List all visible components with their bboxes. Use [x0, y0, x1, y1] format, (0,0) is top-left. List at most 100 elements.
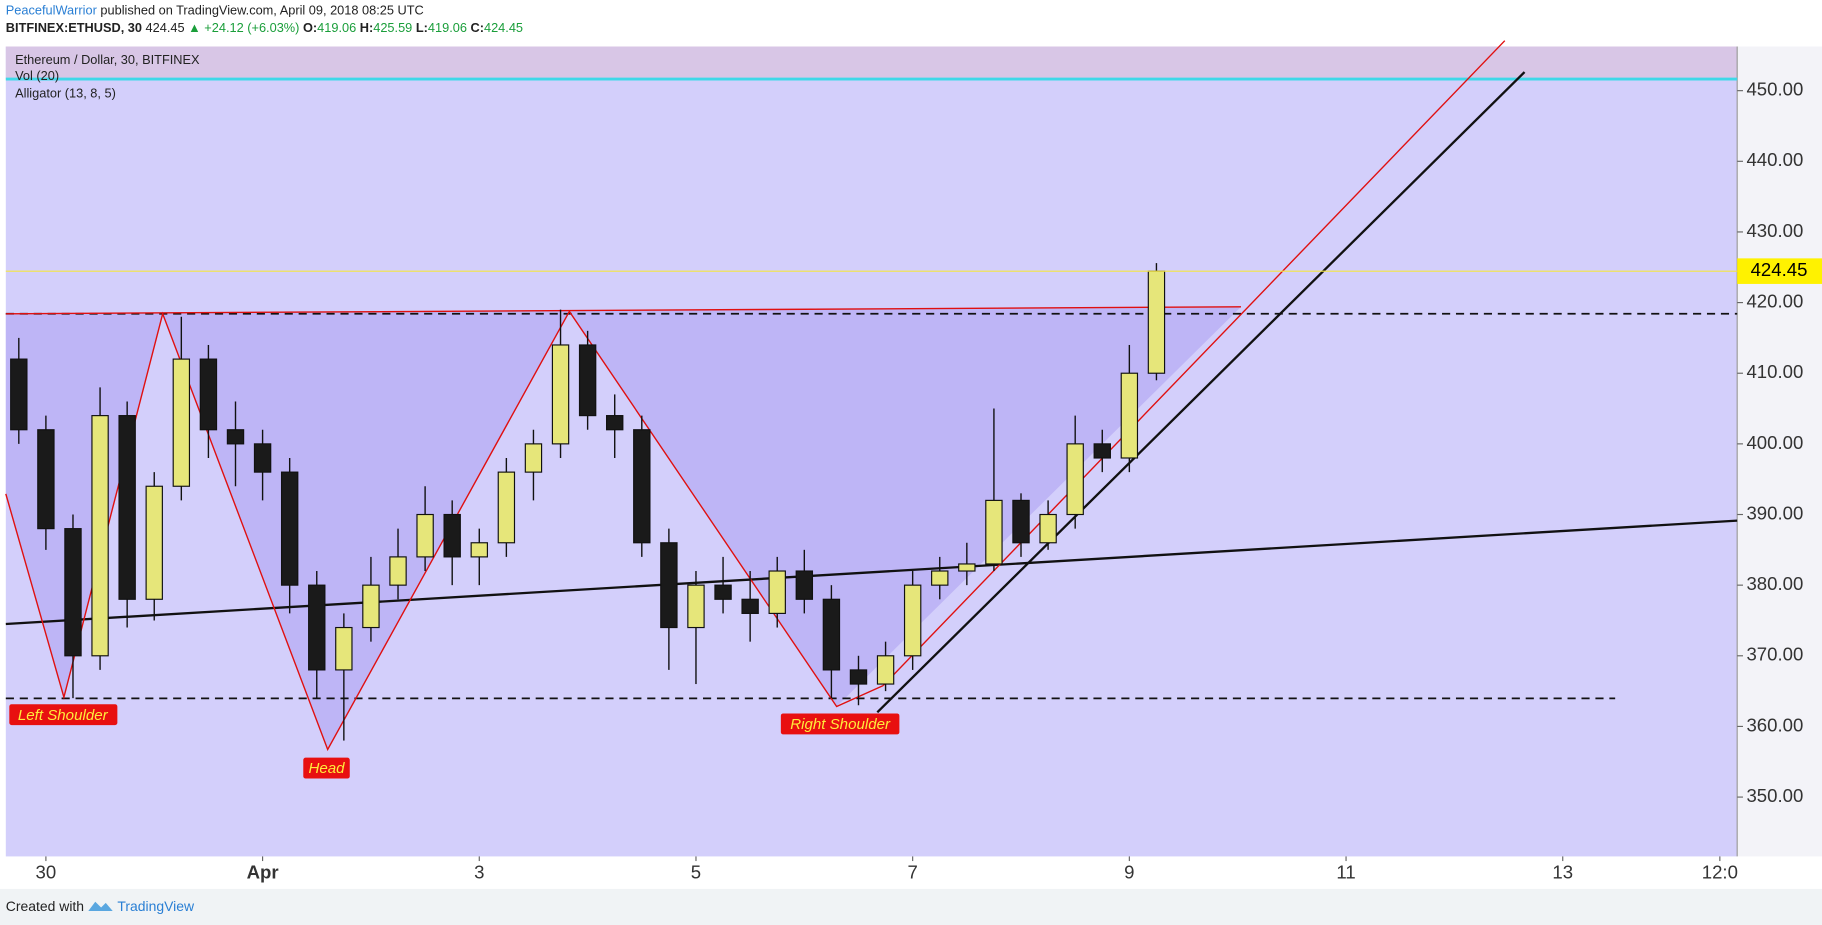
- candle-body: [308, 584, 326, 671]
- y-tick-label: 410.00: [1746, 361, 1803, 382]
- x-tick-label: 30: [36, 862, 57, 883]
- red-trend: [882, 40, 1506, 687]
- candle-body: [958, 563, 976, 572]
- y-tick-label: 380.00: [1746, 573, 1803, 594]
- y-tick-label: 350.00: [1746, 785, 1803, 806]
- candle-body: [931, 570, 949, 586]
- candle-body: [1093, 443, 1111, 459]
- candle-body: [741, 598, 759, 614]
- candle-body: [10, 358, 28, 431]
- annotation: Right Shoulder: [790, 716, 891, 733]
- candle-body: [633, 429, 651, 544]
- candle-body: [64, 528, 82, 657]
- candle-body: [876, 655, 895, 685]
- legend-text: Alligator (13, 8, 5): [15, 86, 116, 101]
- x-tick-label: 12:0: [1702, 862, 1738, 883]
- candle-body: [470, 542, 488, 558]
- candle-body: [389, 556, 407, 586]
- candle-body: [551, 344, 570, 445]
- candle-body: [497, 471, 516, 544]
- ohlc-value: 424.45: [484, 20, 523, 35]
- candle-body: [280, 471, 299, 586]
- legend-text: Vol (20): [15, 68, 59, 83]
- author: PeacefulWarrior: [6, 3, 98, 18]
- candle-body: [37, 429, 55, 530]
- ohlc-value: 419.06: [428, 20, 467, 35]
- candle-body: [335, 626, 353, 671]
- symbol: BITFINEX:ETHUSD, 30: [6, 20, 142, 35]
- trend-line: [876, 71, 1526, 714]
- x-tick-label: 11: [1336, 862, 1355, 883]
- ohlc-value: 425.59: [373, 20, 412, 35]
- x-tick-label: 9: [1124, 862, 1134, 883]
- candle-body: [1120, 372, 1139, 459]
- y-tick-label: 420.00: [1746, 290, 1803, 311]
- price: 424.45: [146, 20, 185, 35]
- candle-body: [253, 443, 272, 473]
- annotation: Head: [308, 760, 345, 777]
- candle-body: [1066, 443, 1084, 516]
- y-tick-label: 430.00: [1746, 220, 1803, 241]
- candle-body: [1147, 270, 1166, 374]
- candle-body: [849, 669, 868, 685]
- last-price-label: 424.45: [1751, 259, 1808, 280]
- header-line-1: PeacefulWarrior published on TradingView…: [6, 3, 424, 18]
- footer-brand: TradingView: [117, 898, 195, 914]
- candle-body: [660, 542, 678, 629]
- y-tick-label: 370.00: [1746, 644, 1803, 665]
- x-tick-label: 5: [691, 862, 701, 883]
- x-tick-label: 7: [907, 862, 917, 883]
- ohlc-label: C:: [470, 20, 483, 35]
- candle-body: [578, 344, 597, 417]
- annotation-box: [9, 704, 118, 726]
- annotation: Left Shoulder: [18, 707, 109, 724]
- red-top: [5, 306, 1242, 315]
- header-line-2: BITFINEX:ETHUSD, 30 424.45 ▲ +24.12 (+6.…: [6, 20, 523, 35]
- price-axis-bg: [1737, 46, 1822, 857]
- candle-body: [1039, 513, 1057, 544]
- candle-body: [985, 499, 1003, 565]
- candle-body: [606, 415, 624, 431]
- candle-body: [118, 415, 136, 600]
- last-price-box: [1737, 258, 1822, 284]
- red-zigzag: [5, 310, 884, 752]
- top-zone: [5, 46, 1738, 80]
- candle-body: [768, 570, 786, 614]
- annotation-box: [780, 713, 900, 735]
- y-tick-label: 390.00: [1746, 502, 1803, 523]
- candle-body: [172, 358, 191, 487]
- candle-body: [524, 443, 543, 473]
- candle-body: [714, 584, 732, 600]
- tv-logo: [88, 901, 113, 912]
- candle-body: [822, 598, 841, 671]
- legend-text: Ethereum / Dollar, 30, BITFINEX: [15, 52, 200, 67]
- candle-body: [687, 584, 705, 629]
- footer-bg: [0, 888, 1822, 925]
- candle-body: [795, 570, 814, 600]
- candle-body: [91, 415, 109, 657]
- trend-line: [5, 519, 1738, 626]
- ohlc-label: H:: [360, 20, 373, 35]
- y-tick-label: 440.00: [1746, 149, 1803, 170]
- annotation-box: [303, 757, 350, 779]
- candle-body: [903, 584, 922, 657]
- candle-body: [443, 513, 461, 558]
- candle-body: [145, 485, 163, 600]
- ohlc-label: O:: [303, 20, 317, 35]
- x-tick-label: Apr: [247, 862, 279, 883]
- published: published on TradingView.com, April 09, …: [100, 3, 423, 18]
- footer-text: Created with: [6, 898, 84, 914]
- ohlc-label: L:: [416, 20, 428, 35]
- candle-body: [199, 358, 218, 431]
- y-tick-label: 450.00: [1746, 79, 1803, 100]
- candle-body: [1012, 499, 1030, 544]
- candle-body: [226, 429, 245, 445]
- y-tick-label: 400.00: [1746, 432, 1803, 453]
- x-tick-label: 3: [474, 862, 484, 883]
- ohlc-value: 419.06: [317, 20, 356, 35]
- candle-body: [362, 584, 380, 629]
- x-tick-label: 13: [1552, 862, 1573, 883]
- change: ▲ +24.12 (+6.03%): [188, 20, 299, 35]
- candle-body: [416, 513, 434, 558]
